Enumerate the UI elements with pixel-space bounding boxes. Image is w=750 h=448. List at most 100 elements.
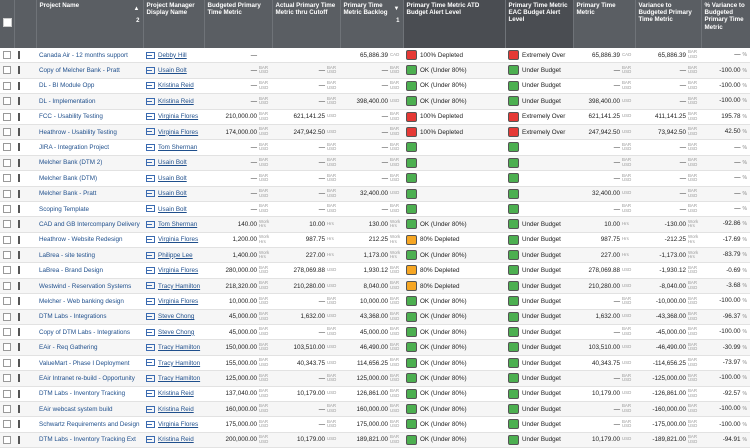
pin-icon[interactable] — [18, 112, 24, 121]
project-name-cell[interactable]: DL - BI Module Opp — [36, 78, 143, 95]
project-name-cell[interactable]: Melcher Bank - Pratt — [36, 186, 143, 202]
row-select-cell[interactable] — [0, 201, 14, 218]
row-pin-cell[interactable] — [14, 139, 36, 156]
pm-cell[interactable]: Usain Bolt — [143, 201, 204, 218]
pm-link[interactable]: Usain Bolt — [158, 159, 187, 167]
row-select-cell[interactable] — [0, 78, 14, 95]
row-checkbox[interactable] — [3, 81, 11, 90]
table-row[interactable]: Copy of Melcher Bank - Pratt Usain Bolt — B… — [0, 62, 750, 79]
header-select[interactable] — [0, 0, 15, 48]
mail-icon[interactable] — [146, 266, 155, 274]
pm-link[interactable]: Tom Sherman — [158, 220, 198, 228]
table-row[interactable]: ValueMart - Phase I Deployment Tracy Hami… — [0, 355, 750, 372]
pin-icon[interactable] — [18, 127, 24, 136]
pm-cell[interactable]: Virginia Flores — [143, 262, 204, 279]
row-checkbox[interactable] — [3, 358, 11, 367]
project-link[interactable]: Melcher Bank - Pratt — [39, 190, 97, 198]
pm-link[interactable]: Virginia Flores — [158, 236, 199, 244]
pm-cell[interactable]: Kristina Reid — [143, 93, 204, 110]
project-link[interactable]: JIRA - Integration Project — [39, 144, 109, 152]
row-select-cell[interactable] — [0, 155, 14, 172]
pin-icon[interactable] — [18, 405, 24, 413]
pm-link[interactable]: Kristina Reid — [158, 436, 194, 444]
header-backlog[interactable]: Primary Time Metric Backlog ▼ 1 — [340, 0, 404, 48]
row-select-cell[interactable] — [0, 355, 14, 372]
pm-link[interactable]: Tracy Hamilton — [158, 344, 201, 352]
pin-icon[interactable] — [18, 97, 24, 106]
table-row[interactable]: Melcher Bank (DTM) Usain Bolt — BAR USD — BAR… — [0, 170, 750, 187]
project-link[interactable]: DTM Labs - Inventory Tracking — [39, 390, 126, 398]
project-link[interactable]: Heathrow - Usability Testing — [39, 128, 117, 136]
pin-icon[interactable] — [18, 358, 24, 367]
row-checkbox[interactable] — [3, 204, 11, 213]
row-checkbox[interactable] — [3, 297, 11, 306]
row-select-cell[interactable] — [0, 309, 14, 326]
pm-cell[interactable]: Tracy Hamilton — [143, 278, 204, 295]
project-name-cell[interactable]: Scoping Template — [36, 201, 143, 218]
project-link[interactable]: LaBrea - site testing — [39, 251, 96, 259]
sort-asc-icon[interactable]: ▲ — [133, 6, 140, 12]
row-select-cell[interactable] — [0, 386, 14, 402]
pin-icon[interactable] — [18, 220, 24, 229]
table-row[interactable]: Copy of DTM Labs - Integrations Steve Cho… — [0, 324, 750, 341]
pin-icon[interactable] — [18, 343, 24, 352]
project-name-cell[interactable]: FCC - Usability Testing — [36, 109, 143, 125]
row-checkbox[interactable] — [3, 189, 11, 198]
row-pin-cell[interactable] — [14, 416, 36, 433]
project-link[interactable]: Westwind - Reservation Systems — [39, 282, 132, 290]
row-pin-cell[interactable] — [14, 339, 36, 356]
pm-link[interactable]: Steve Chong — [158, 328, 195, 336]
row-checkbox[interactable] — [3, 281, 11, 290]
mail-icon[interactable] — [146, 190, 155, 198]
row-pin-cell[interactable] — [14, 93, 36, 110]
pm-cell[interactable]: Kristina Reid — [143, 432, 204, 448]
table-row[interactable]: Melcher Bank - Pratt Usain Bolt — BAR USD — B… — [0, 186, 750, 202]
project-name-cell[interactable]: Melcher Bank (DTM 2) — [36, 155, 143, 172]
pin-icon[interactable] — [18, 389, 24, 398]
mail-icon[interactable] — [146, 297, 155, 305]
pm-cell[interactable]: Virginia Flores — [143, 232, 204, 249]
table-row[interactable]: DTM Labs - Inventory Tracking Kristina Re… — [0, 386, 750, 402]
pm-link[interactable]: Virginia Flores — [158, 421, 199, 429]
row-pin-cell[interactable] — [14, 155, 36, 172]
header-primary[interactable]: Primary Time Metric — [573, 0, 636, 48]
row-pin-cell[interactable] — [14, 170, 36, 187]
project-name-cell[interactable]: JIRA - Integration Project — [36, 139, 143, 156]
pin-icon[interactable] — [18, 420, 24, 429]
pm-link[interactable]: Virginia Flores — [158, 297, 199, 305]
table-row[interactable]: Schwartz Requirements and Design Virginia… — [0, 416, 750, 433]
pm-cell[interactable]: Kristina Reid — [143, 78, 204, 95]
pin-icon[interactable] — [18, 204, 24, 213]
table-row[interactable]: Melcher - Web banking design Virginia Flo… — [0, 293, 750, 310]
row-pin-cell[interactable] — [14, 386, 36, 402]
pm-cell[interactable]: Tom Sherman — [143, 216, 204, 233]
row-select-cell[interactable] — [0, 339, 14, 356]
row-checkbox[interactable] — [3, 51, 11, 60]
pm-cell[interactable]: Usain Bolt — [143, 62, 204, 79]
pm-cell[interactable]: Debby Hill — [143, 48, 204, 64]
header-alert-eac[interactable]: Primary Time Metric EAC Budget Alert Lev… — [505, 0, 574, 48]
pm-link[interactable]: Usain Bolt — [158, 67, 187, 75]
project-name-cell[interactable]: Heathrow - Usability Testing — [36, 124, 143, 141]
row-select-cell[interactable] — [0, 124, 14, 141]
row-checkbox[interactable] — [3, 220, 11, 229]
row-checkbox[interactable] — [3, 435, 11, 444]
project-link[interactable]: EAir - Req Gathering — [39, 344, 98, 352]
row-pin-cell[interactable] — [14, 48, 36, 64]
pm-link[interactable]: Kristina Reid — [158, 390, 194, 398]
project-name-cell[interactable]: DTM Labs - Inventory Tracking Ext — [36, 432, 143, 448]
pm-cell[interactable]: Tracy Hamilton — [143, 339, 204, 356]
project-link[interactable]: Heathrow - Website Redesign — [39, 236, 123, 244]
pm-cell[interactable]: Tracy Hamilton — [143, 355, 204, 372]
project-link[interactable]: DTM Labs - Inventory Tracking Ext — [39, 436, 136, 444]
project-link[interactable]: Copy of DTM Labs - Integrations — [39, 328, 130, 336]
header-variance[interactable]: Variance to Budgeted Primary Time Metric — [635, 0, 702, 48]
pm-link[interactable]: Tracy Hamilton — [158, 374, 201, 382]
pin-icon[interactable] — [18, 251, 24, 260]
mail-icon[interactable] — [146, 328, 155, 336]
pm-link[interactable]: Usain Bolt — [158, 174, 187, 182]
table-row[interactable]: JIRA - Integration Project Tom Sherman — BA… — [0, 139, 750, 156]
mail-icon[interactable] — [146, 374, 155, 382]
project-link[interactable]: LaBrea - Brand Design — [39, 267, 104, 275]
pm-link[interactable]: Tracy Hamilton — [158, 359, 201, 367]
